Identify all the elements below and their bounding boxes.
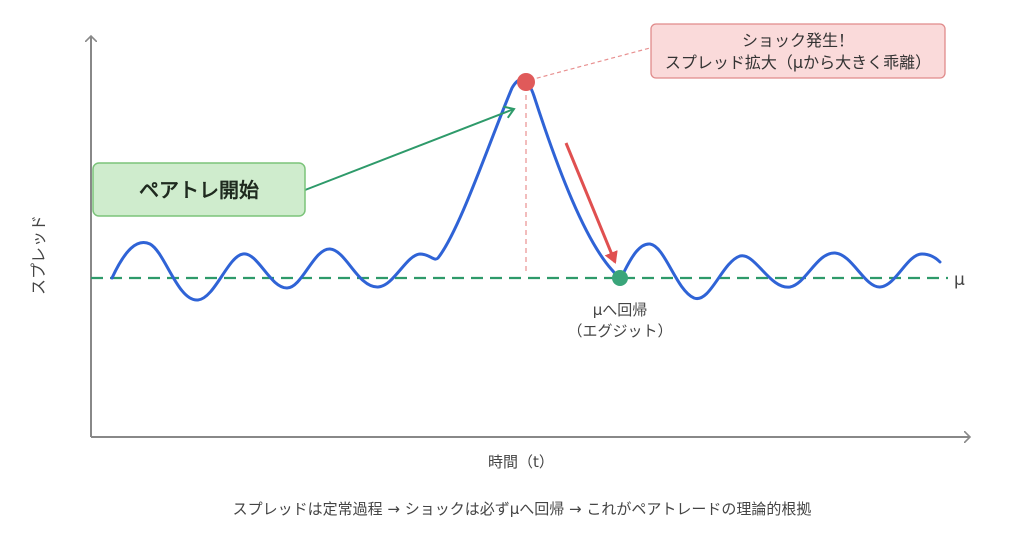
start-arrow — [304, 105, 516, 191]
shock-callout: ショック発生！ スプレッド拡大（μから大きく乖離） — [650, 23, 946, 79]
x-axis-label: 時間（t） — [488, 453, 554, 471]
shock-callout-connector — [529, 47, 651, 81]
y-axis-label: スプレッド — [29, 215, 48, 295]
revert-label-line2: （エグジット） — [567, 322, 672, 340]
shock-point — [517, 73, 535, 91]
start-box-label: ペアトレ開始 — [139, 178, 259, 202]
mu-label: μ — [954, 270, 965, 290]
spread-curve — [110, 78, 942, 302]
shock-callout-line1: ショック発生！ — [742, 31, 854, 50]
caption: スプレッドは定常過程 → ショックは必ずμへ回帰 → これがペアトレードの理論的… — [233, 500, 812, 518]
shock-callout-line2: スプレッド拡大（μから大きく乖離） — [665, 53, 931, 72]
revert-label-line1: μへ回帰 — [593, 301, 648, 319]
revert-point — [612, 270, 628, 286]
start-box: ペアトレ開始 — [92, 162, 306, 217]
revert-arrow — [564, 142, 618, 264]
